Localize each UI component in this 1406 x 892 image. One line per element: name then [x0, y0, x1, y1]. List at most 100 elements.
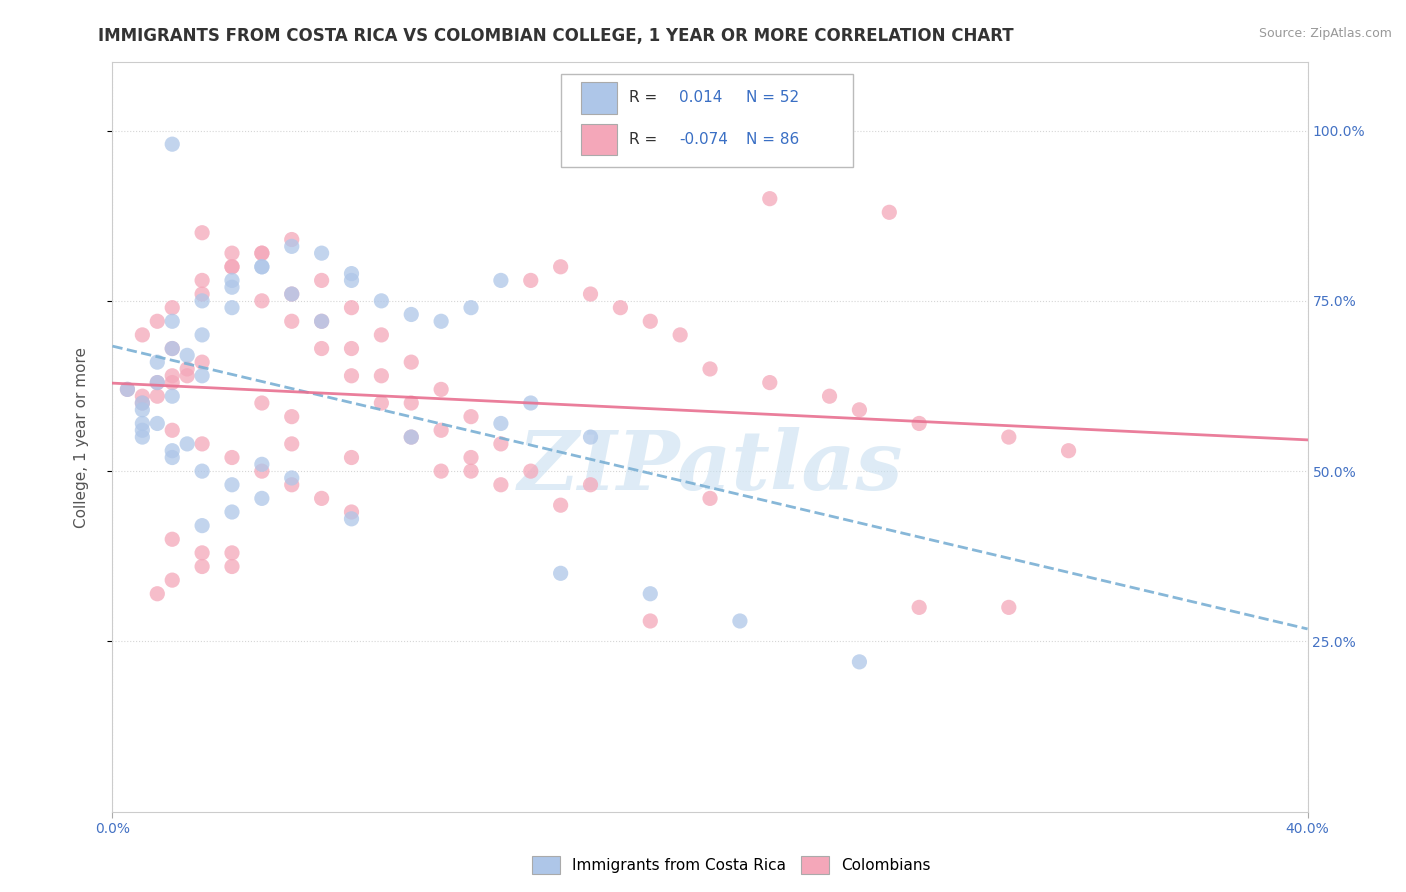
Point — [640, 587, 662, 601]
Point — [131, 389, 153, 403]
Point — [609, 301, 631, 315]
Point — [340, 450, 363, 465]
Point — [311, 314, 333, 328]
Point — [221, 246, 243, 260]
Point — [489, 273, 512, 287]
Point — [340, 342, 363, 356]
Point — [401, 430, 423, 444]
Point — [460, 301, 482, 315]
Point — [131, 327, 153, 342]
Point — [699, 362, 721, 376]
Point — [340, 273, 363, 287]
Point — [550, 260, 572, 274]
Point — [998, 600, 1021, 615]
Point — [311, 491, 333, 506]
Point — [191, 559, 214, 574]
Point — [191, 368, 214, 383]
Point — [550, 498, 572, 512]
Point — [191, 273, 214, 287]
FancyBboxPatch shape — [581, 82, 617, 113]
Text: 0.014: 0.014 — [679, 90, 723, 105]
Point — [162, 137, 183, 152]
Point — [191, 546, 214, 560]
Point — [998, 430, 1021, 444]
Point — [460, 409, 482, 424]
Point — [281, 471, 304, 485]
Point — [669, 327, 692, 342]
Point — [250, 246, 273, 260]
Point — [221, 477, 243, 491]
Point — [176, 368, 198, 383]
Point — [146, 314, 169, 328]
Point — [489, 477, 512, 491]
Point — [117, 383, 139, 397]
Point — [146, 417, 169, 431]
Point — [579, 430, 602, 444]
Point — [759, 376, 782, 390]
Point — [370, 368, 392, 383]
Point — [131, 402, 153, 417]
Text: N = 86: N = 86 — [747, 132, 799, 147]
Point — [146, 389, 169, 403]
Point — [221, 559, 243, 574]
Point — [848, 402, 870, 417]
Legend: Immigrants from Costa Rica, Colombians: Immigrants from Costa Rica, Colombians — [526, 850, 936, 880]
Point — [221, 260, 243, 274]
Point — [908, 600, 931, 615]
Point — [311, 342, 333, 356]
Point — [640, 314, 662, 328]
Point — [176, 437, 198, 451]
Point — [250, 293, 273, 308]
Point — [281, 477, 304, 491]
Point — [370, 396, 392, 410]
Point — [401, 308, 423, 322]
Point — [162, 342, 183, 356]
Point — [221, 273, 243, 287]
Point — [131, 417, 153, 431]
Point — [131, 430, 153, 444]
Point — [221, 260, 243, 274]
Point — [191, 355, 214, 369]
Point — [430, 383, 453, 397]
Point — [221, 301, 243, 315]
Point — [460, 450, 482, 465]
Point — [221, 450, 243, 465]
Point — [281, 239, 304, 253]
Point — [579, 477, 602, 491]
Point — [162, 573, 183, 587]
Point — [281, 437, 304, 451]
Point — [191, 327, 214, 342]
Point — [489, 417, 512, 431]
Point — [430, 423, 453, 437]
Point — [401, 430, 423, 444]
Point — [131, 396, 153, 410]
Point — [191, 518, 214, 533]
Point — [131, 423, 153, 437]
Point — [430, 464, 453, 478]
Point — [117, 383, 139, 397]
Point — [191, 226, 214, 240]
Point — [281, 287, 304, 301]
Point — [728, 614, 751, 628]
Point — [489, 437, 512, 451]
Point — [162, 423, 183, 437]
Point — [1057, 443, 1080, 458]
Point — [162, 314, 183, 328]
Point — [370, 327, 392, 342]
Point — [191, 437, 214, 451]
Point — [281, 409, 304, 424]
Point — [550, 566, 572, 581]
Point — [146, 376, 169, 390]
Point — [340, 267, 363, 281]
FancyBboxPatch shape — [581, 123, 617, 155]
Point — [162, 301, 183, 315]
Point — [146, 355, 169, 369]
FancyBboxPatch shape — [561, 74, 853, 168]
Point — [520, 396, 543, 410]
Point — [430, 314, 453, 328]
Point — [162, 368, 183, 383]
Text: Source: ZipAtlas.com: Source: ZipAtlas.com — [1258, 27, 1392, 40]
Point — [221, 280, 243, 294]
Point — [340, 505, 363, 519]
Point — [221, 546, 243, 560]
